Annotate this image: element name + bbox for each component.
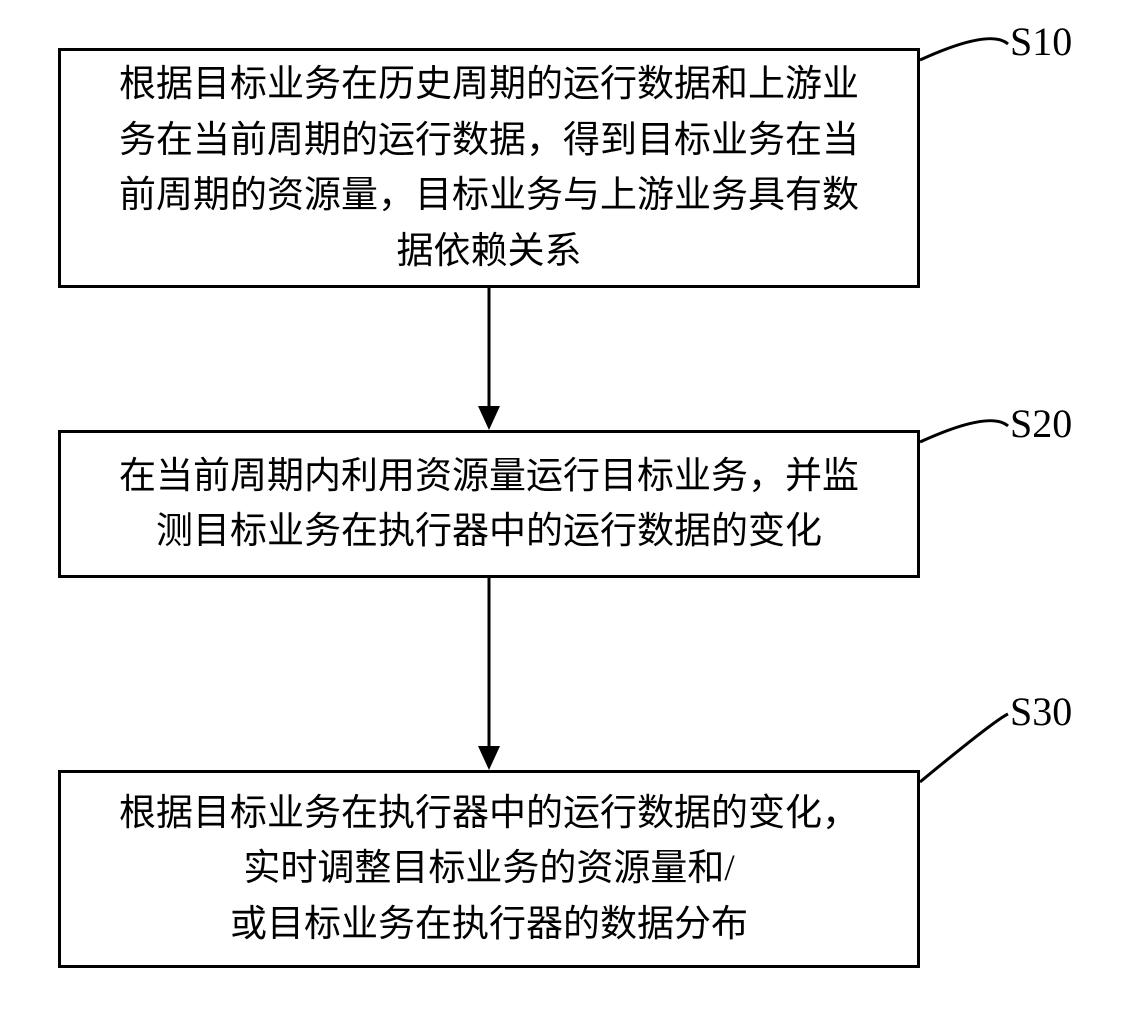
step-label-s10: S10 <box>1010 18 1072 65</box>
flow-node-s20: 在当前周期内利用资源量运行目标业务，并监 测目标业务在执行器中的运行数据的变化 <box>58 430 920 578</box>
flow-node-s30: 根据目标业务在执行器中的运行数据的变化， 实时调整目标业务的资源量和/ 或目标业… <box>58 770 920 968</box>
step-label-s30: S30 <box>1010 688 1072 735</box>
flow-node-s10: 根据目标业务在历史周期的运行数据和上游业 务在当前周期的运行数据，得到目标业务在… <box>58 48 920 288</box>
flow-node-s20-text: 在当前周期内利用资源量运行目标业务，并监 测目标业务在执行器中的运行数据的变化 <box>119 449 859 560</box>
flowchart-canvas: 根据目标业务在历史周期的运行数据和上游业 务在当前周期的运行数据，得到目标业务在… <box>0 0 1123 1031</box>
step-label-s20: S20 <box>1010 400 1072 447</box>
flow-node-s10-text: 根据目标业务在历史周期的运行数据和上游业 务在当前周期的运行数据，得到目标业务在… <box>119 57 859 279</box>
flow-node-s30-text: 根据目标业务在执行器中的运行数据的变化， 实时调整目标业务的资源量和/ 或目标业… <box>119 786 859 953</box>
